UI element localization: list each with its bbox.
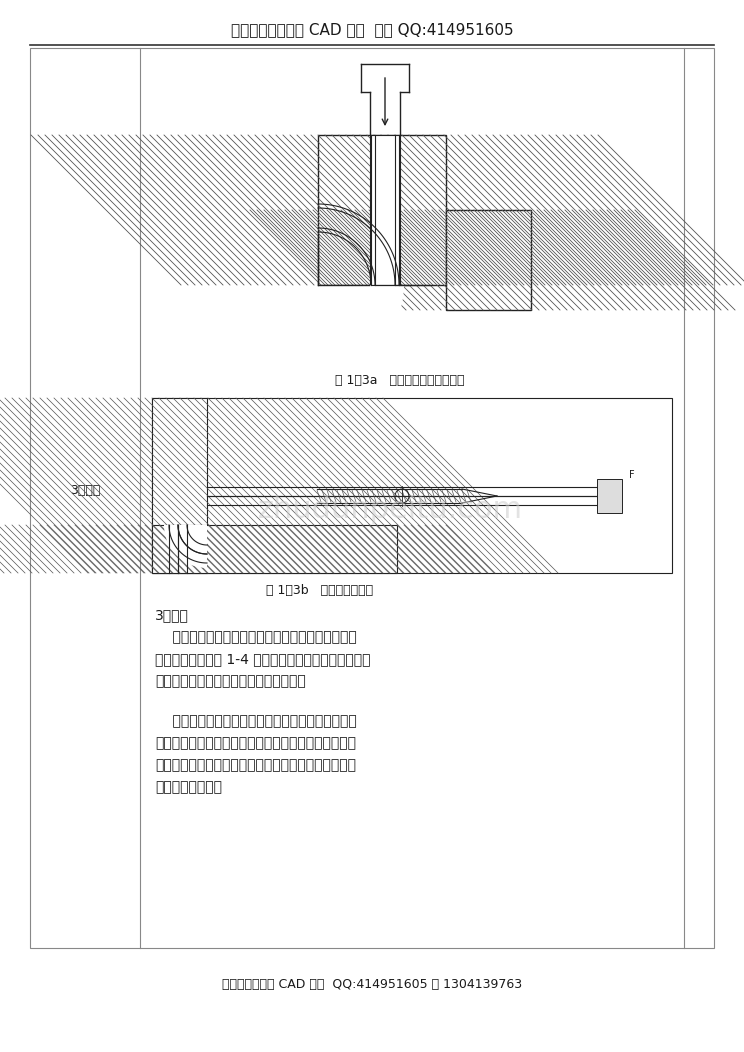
Text: 下载文档送全套 CAD 图纸  QQ:414951605 或 1304139763: 下载文档送全套 CAD 图纸 QQ:414951605 或 1304139763 (222, 978, 522, 991)
Text: zhudunpeitu.com: zhudunpeitu.com (257, 495, 522, 525)
Text: 绕弯使最常用的弯管方法，包括碾压式和拉拔式，: 绕弯使最常用的弯管方法，包括碾压式和拉拔式， (155, 630, 357, 644)
Text: 图 1－3a   型模式冷推弯管示意图: 图 1－3a 型模式冷推弯管示意图 (336, 373, 465, 386)
Bar (152, 525, 397, 573)
Bar (318, 135, 446, 285)
Text: 工。它不需要专用的弯管设备，弯管装置制造成本低，: 工。它不需要专用的弯管设备，弯管装置制造成本低， (155, 736, 356, 750)
Bar (446, 210, 531, 310)
Bar (318, 135, 446, 285)
Text: 3．绕弯: 3．绕弯 (70, 484, 100, 497)
Text: 调节使用方便，但劳动量大，生产率低，主要应用于小: 调节使用方便，但劳动量大，生产率低，主要应用于小 (155, 758, 356, 772)
Wedge shape (318, 285, 404, 371)
Bar (317, 489, 462, 503)
Bar (152, 525, 397, 573)
Text: 手工弯管是利用简单的弯管装置对管坯进行弯曲加: 手工弯管是利用简单的弯管装置对管坯进行弯曲加 (155, 714, 357, 728)
Bar (152, 398, 672, 573)
Text: 批量生产的场合。: 批量生产的场合。 (155, 780, 222, 794)
Text: 又可以分为手工弯管和弯管机弯管两类。: 又可以分为手工弯管和弯管机弯管两类。 (155, 674, 306, 688)
Wedge shape (164, 525, 207, 568)
Bar (152, 398, 207, 573)
Text: F: F (629, 470, 635, 480)
Text: 3．绕弯: 3．绕弯 (155, 608, 189, 622)
Text: 购买文档就送对应 CAD 图纸  咨询 QQ:414951605: 购买文档就送对应 CAD 图纸 咨询 QQ:414951605 (231, 22, 513, 38)
Text: 其工作原理如下图 1-4 所示，按弯管设备的不同，绕弯: 其工作原理如下图 1-4 所示，按弯管设备的不同，绕弯 (155, 652, 371, 666)
Bar (446, 210, 531, 310)
Bar (597, 479, 622, 513)
Bar (152, 398, 207, 573)
Bar (370, 135, 400, 285)
Text: 图 1－3b   芯棒式热推弯管: 图 1－3b 芯棒式热推弯管 (266, 584, 373, 596)
Bar (30, 48, 714, 948)
